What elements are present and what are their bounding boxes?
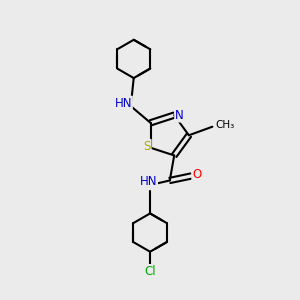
Text: N: N — [175, 109, 184, 122]
Text: HN: HN — [114, 97, 132, 110]
Text: O: O — [192, 168, 202, 181]
Text: S: S — [143, 140, 151, 153]
Text: Cl: Cl — [144, 265, 156, 278]
Text: HN: HN — [140, 175, 157, 188]
Text: CH₃: CH₃ — [215, 120, 234, 130]
